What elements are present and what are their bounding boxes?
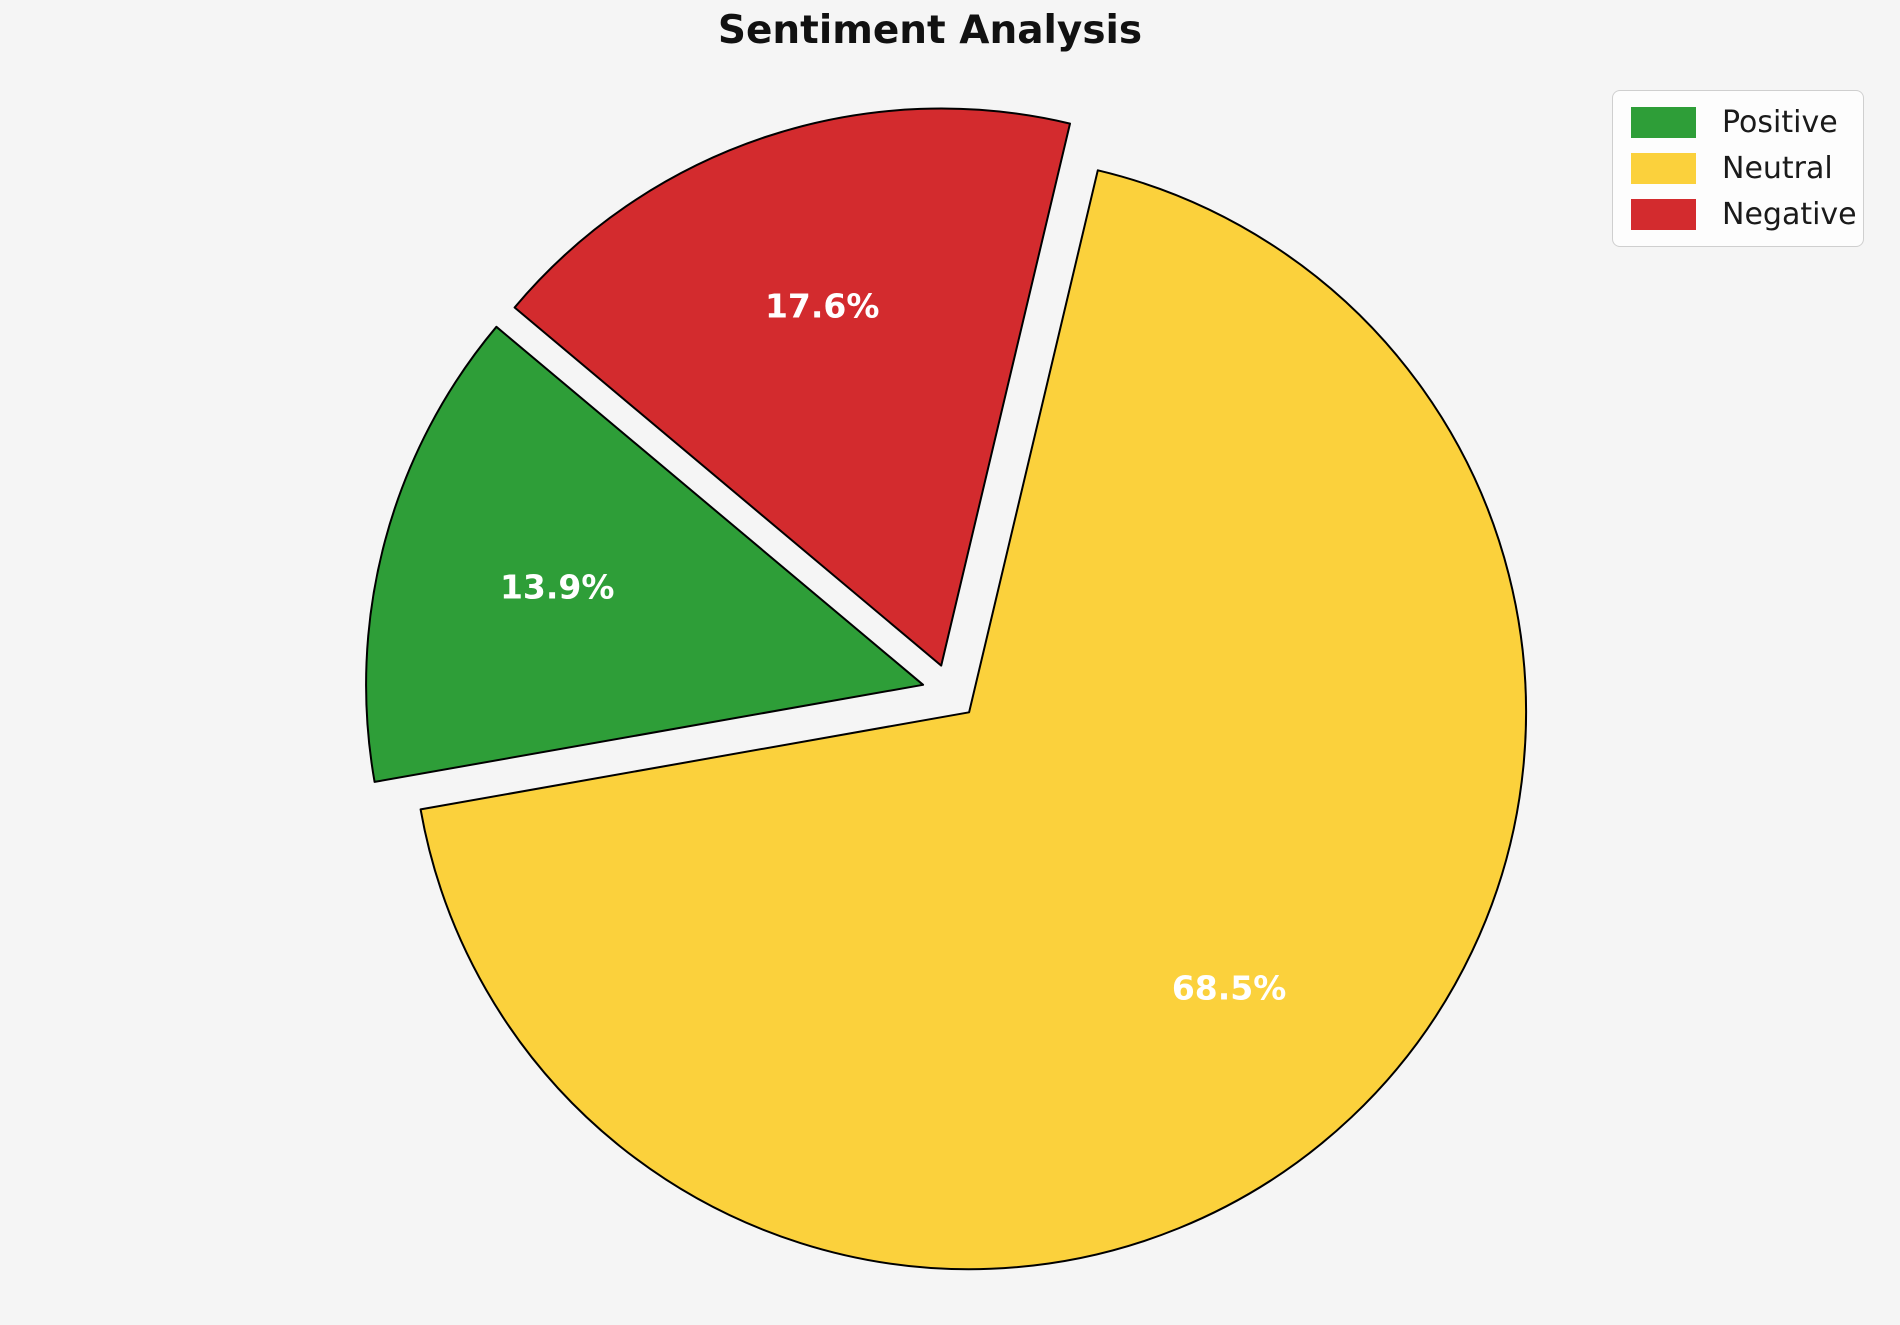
pct-label-neutral: 68.5% xyxy=(1172,968,1287,1007)
legend-item-negative: Negative xyxy=(1631,197,1857,232)
legend-swatch-negative xyxy=(1631,199,1696,230)
legend-swatch-neutral xyxy=(1631,153,1696,184)
pie-slice-positive xyxy=(365,325,925,783)
legend-swatch-positive xyxy=(1631,107,1696,138)
pie-slice-neutral xyxy=(419,169,1528,1271)
legend-label-positive: Positive xyxy=(1722,105,1838,140)
legend-label-neutral: Neutral xyxy=(1722,151,1833,186)
pie-slice-negative xyxy=(513,107,1071,667)
legend-item-neutral: Neutral xyxy=(1631,151,1845,186)
chart-title: Sentiment Analysis xyxy=(717,8,1143,53)
legend: Positive Neutral Negative xyxy=(1612,90,1864,247)
legend-item-positive: Positive xyxy=(1631,105,1845,140)
pct-label-positive: 13.9% xyxy=(500,567,615,606)
pct-label-negative: 17.6% xyxy=(765,287,880,326)
legend-label-negative: Negative xyxy=(1722,197,1857,232)
